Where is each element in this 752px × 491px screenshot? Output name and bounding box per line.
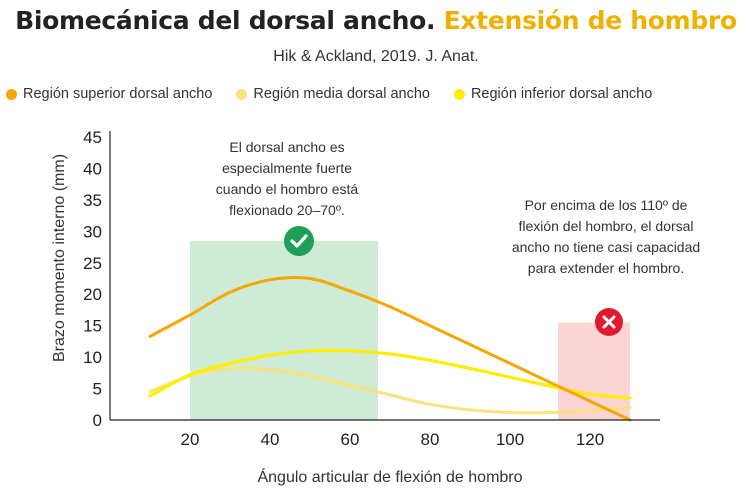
- x-tick-label: 80: [421, 430, 440, 449]
- chart-title-main: Biomecánica del dorsal ancho.: [15, 6, 436, 35]
- legend-item-superior: Región superior dorsal ancho: [6, 86, 212, 102]
- y-tick-label: 25: [83, 254, 102, 273]
- highlight-zone-good: [190, 240, 378, 420]
- annotation-right: Por encima de los 110º de flexión del ho…: [511, 197, 701, 276]
- chart-subtitle: Hik & Ackland, 2019. J. Anat.: [273, 48, 479, 65]
- zone-icons: [284, 226, 623, 336]
- y-tick-label: 10: [83, 348, 102, 367]
- legend-marker-superior: [6, 88, 17, 100]
- series-lines: [148, 275, 632, 422]
- y-tick-label: 30: [83, 222, 102, 241]
- series-line-media: [148, 366, 632, 415]
- legend-item-media: Región media dorsal ancho: [236, 86, 430, 102]
- y-tick-label: 35: [83, 191, 102, 210]
- series-line-superior: [148, 275, 632, 422]
- y-tick-label: 20: [83, 285, 102, 304]
- legend-marker-inferior: [453, 88, 465, 100]
- x-tick-label: 40: [261, 430, 280, 449]
- y-tick-label: 40: [83, 159, 102, 178]
- legend-label-media: Región media dorsal ancho: [253, 86, 430, 102]
- x-tick-label: 20: [181, 430, 200, 449]
- x-tick-label: 120: [576, 430, 604, 449]
- y-tick-label: 45: [83, 128, 102, 147]
- axes: [109, 131, 660, 421]
- y-tick-label: 5: [93, 380, 102, 399]
- tick-labels: 0 5 10 15 20 25 30 35 40 45 20 40 60 80 100 120: [83, 128, 604, 449]
- highlight-zone-bad: [558, 322, 630, 420]
- chart-title-accent: Extensión de hombro: [443, 6, 738, 35]
- highlight-zones: [190, 240, 630, 420]
- legend-marker-media: [236, 88, 248, 100]
- check-circle-icon: [284, 226, 314, 256]
- x-tick-label: 60: [341, 430, 360, 449]
- legend-label-inferior: Región inferior dorsal ancho: [470, 86, 653, 102]
- legend: Región superior dorsal ancho Región medi…: [6, 86, 752, 102]
- chart-title: Biomecánica del dorsal ancho. Extensión …: [0, 6, 752, 35]
- series-line-inferior: [148, 348, 632, 400]
- annotation-left: El dorsal ancho es especialmente fuerte …: [215, 139, 359, 218]
- legend-label-superior: Región superior dorsal ancho: [23, 86, 213, 102]
- y-tick-label: 0: [93, 411, 102, 430]
- y-tick-label: 15: [83, 317, 102, 336]
- x-tick-label: 100: [496, 430, 524, 449]
- x-axis-title: Ángulo articular de flexión de hombro: [257, 467, 522, 486]
- cross-circle-icon: [595, 308, 623, 336]
- y-axis-title: Brazo momento interno (mm): [51, 154, 68, 362]
- legend-item-inferior: Región inferior dorsal ancho: [453, 86, 653, 102]
